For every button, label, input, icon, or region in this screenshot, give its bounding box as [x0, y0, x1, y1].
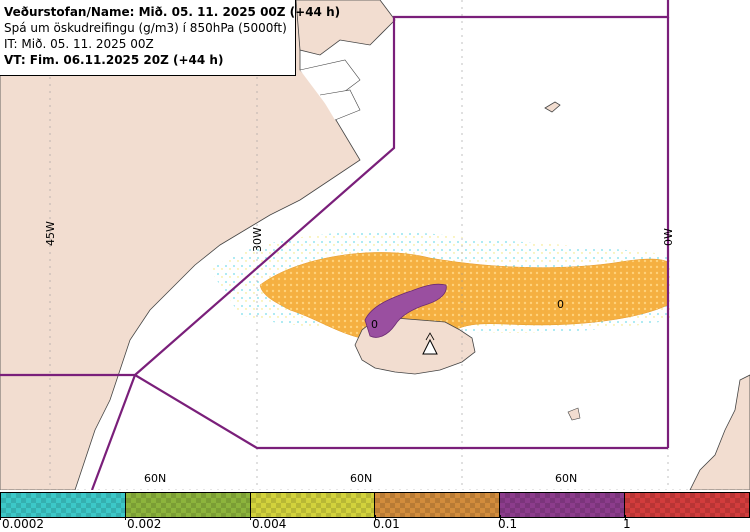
legend-label-1: 0.0002 [2, 517, 44, 531]
header-line-3: IT: Mið. 05. 11. 2025 00Z [4, 37, 154, 51]
ash-plume-purple [364, 283, 447, 338]
header-line-1: Veðurstofan/Name: Mið. 05. 11. 2025 00Z … [4, 5, 341, 19]
color-legend: 0.0002 0.002 0.004 0.01 0.1 1 [0, 490, 750, 532]
volcano-icon [422, 332, 438, 355]
header-line-2: Spá um öskudreifingu (g/m3) í 850hPa (50… [4, 21, 287, 35]
lon-label-45w: 45W [44, 221, 57, 246]
norway-coast [689, 374, 750, 491]
legend-label-6: 1 [623, 517, 631, 531]
legend-segment [250, 493, 376, 517]
lon-label-0w: 0W [662, 228, 675, 246]
jan-mayen-island [544, 101, 561, 113]
ash-dispersion-map: 45W 30W 0W 60N 60N 60N 0 0 [0, 0, 750, 491]
legend-label-2: 0.002 [127, 517, 162, 531]
ash-plume-orange [259, 252, 669, 344]
legend-label-5: 0.1 [498, 517, 518, 531]
lon-label-30w: 30W [251, 227, 264, 252]
legend-segment [500, 493, 626, 517]
legend-label-4: 0.01 [373, 517, 400, 531]
legend-segment [625, 493, 750, 517]
lat-label-1: 60N [144, 472, 166, 485]
legend-segment [0, 493, 126, 517]
legend-label-3: 0.004 [252, 517, 287, 531]
legend-segment [125, 493, 251, 517]
forecast-info-box: Veðurstofan/Name: Mið. 05. 11. 2025 00Z … [0, 0, 341, 76]
contour-label-2: 0 [557, 298, 564, 311]
contour-label-1: 0 [371, 318, 378, 331]
legend-segment [375, 493, 501, 517]
lat-label-2: 60N [350, 472, 372, 485]
lat-label-3: 60N [555, 472, 577, 485]
header-line-4: VT: Fim. 06.11.2025 20Z (+44 h) [4, 53, 224, 67]
